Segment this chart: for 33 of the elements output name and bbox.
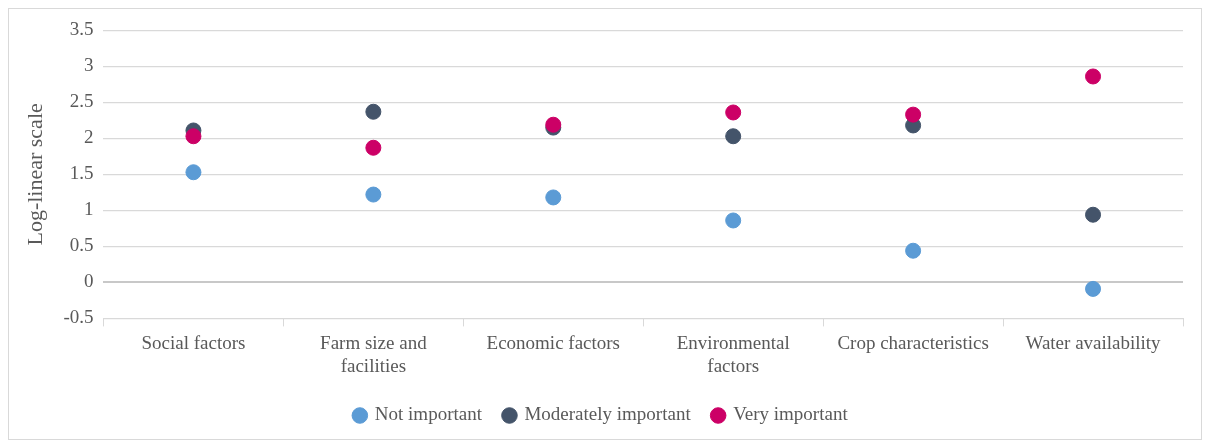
point (365, 103, 382, 120)
point (365, 186, 382, 203)
y-axis-title: Log-linear scale (21, 103, 47, 246)
point (725, 104, 742, 121)
y-tick-label: 0.5 (69, 234, 94, 256)
x-tick-label: Environmental factors (676, 331, 790, 376)
y-tick-label: 2 (83, 126, 94, 148)
point (1085, 206, 1102, 223)
point (1085, 280, 1102, 297)
point (365, 139, 382, 156)
y-tick-label: 0 (83, 270, 94, 292)
y-tick-label: 3.5 (69, 18, 94, 40)
point (185, 164, 202, 181)
y-tick-label: 1.5 (69, 162, 94, 184)
legend-label: Moderately important (524, 403, 692, 425)
y-tick-label: 2.5 (69, 90, 94, 112)
y-tick-label: -0.5 (63, 306, 94, 328)
x-tick-label: Social factors (141, 331, 246, 353)
point (1085, 68, 1102, 85)
point (725, 128, 742, 145)
point (905, 242, 922, 259)
y-tick-label: 3 (83, 54, 94, 76)
point (905, 106, 922, 123)
legend-label: Not important (374, 403, 483, 425)
x-tick-label: Farm size and facilities (320, 331, 428, 376)
x-tick-label: Economic factors (486, 331, 621, 353)
point (185, 128, 202, 145)
point (725, 212, 742, 229)
legend-label: Very important (733, 403, 849, 425)
y-tick-label: 1 (83, 198, 94, 220)
x-tick-label: Crop characteristics (837, 331, 989, 353)
point (545, 189, 562, 206)
x-tick-label: Water availability (1025, 331, 1162, 353)
